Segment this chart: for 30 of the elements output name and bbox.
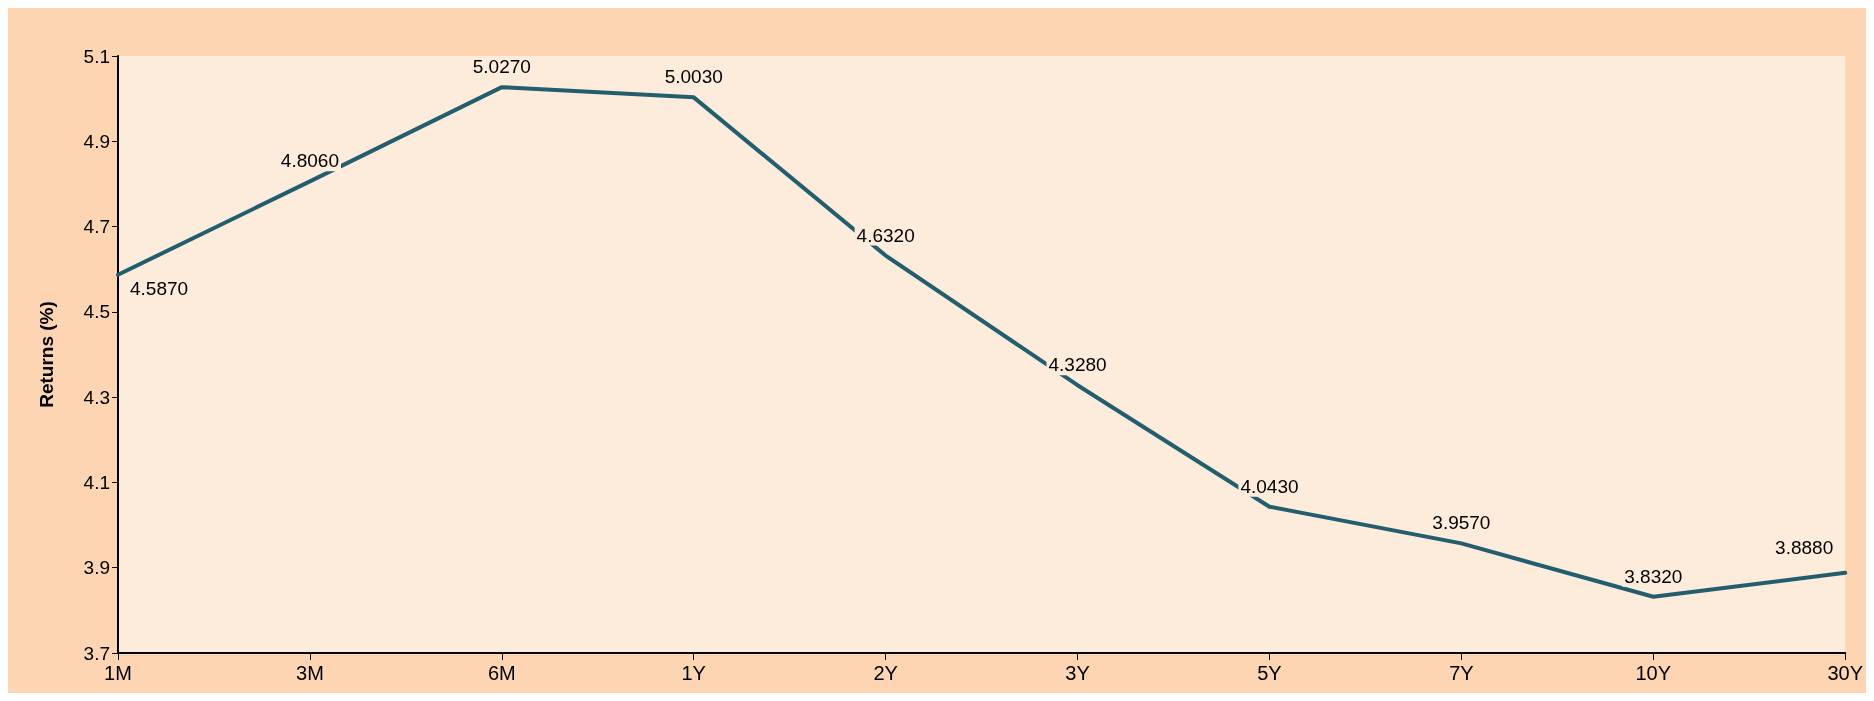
- x-tick-label: 5Y: [1257, 662, 1282, 684]
- y-tick-label: 4.1: [83, 471, 110, 493]
- x-tick-label: 3Y: [1065, 662, 1090, 684]
- data-label: 4.3280: [1048, 354, 1107, 376]
- x-tick-label: 1Y: [681, 662, 706, 684]
- line-series: [116, 85, 1848, 599]
- y-tick-label: 4.3: [83, 386, 110, 408]
- data-label: 4.0430: [1240, 475, 1299, 497]
- y-tick-label: 3.7: [83, 642, 110, 664]
- data-label: 4.5870: [130, 278, 189, 300]
- data-label: 3.8320: [1624, 565, 1683, 587]
- data-label: 5.0270: [472, 56, 531, 78]
- data-label: 3.9570: [1432, 512, 1491, 534]
- y-tick-label: 4.9: [83, 130, 110, 152]
- y-tick-label: 4.7: [83, 216, 110, 238]
- y-tick-label: 4.5: [83, 301, 110, 323]
- x-tick-label: 3M: [296, 662, 324, 684]
- data-label: 4.6320: [856, 224, 915, 246]
- y-tick-label: 3.9: [83, 557, 110, 579]
- data-label: 4.8060: [280, 150, 339, 172]
- y-axis-title: Returns (%): [36, 301, 57, 408]
- x-tick-label: 10Y: [1635, 662, 1672, 684]
- data-label: 5.0030: [664, 66, 723, 88]
- x-tick-label: 6M: [487, 662, 516, 684]
- x-tick-label: 2Y: [873, 662, 898, 684]
- x-tick-label: 7Y: [1449, 662, 1474, 684]
- data-label: 3.8880: [1775, 537, 1834, 559]
- x-tick-label: 30Y: [1827, 662, 1863, 684]
- y-tick-label: 5.1: [83, 45, 110, 67]
- x-tick-label: 1M: [104, 662, 132, 684]
